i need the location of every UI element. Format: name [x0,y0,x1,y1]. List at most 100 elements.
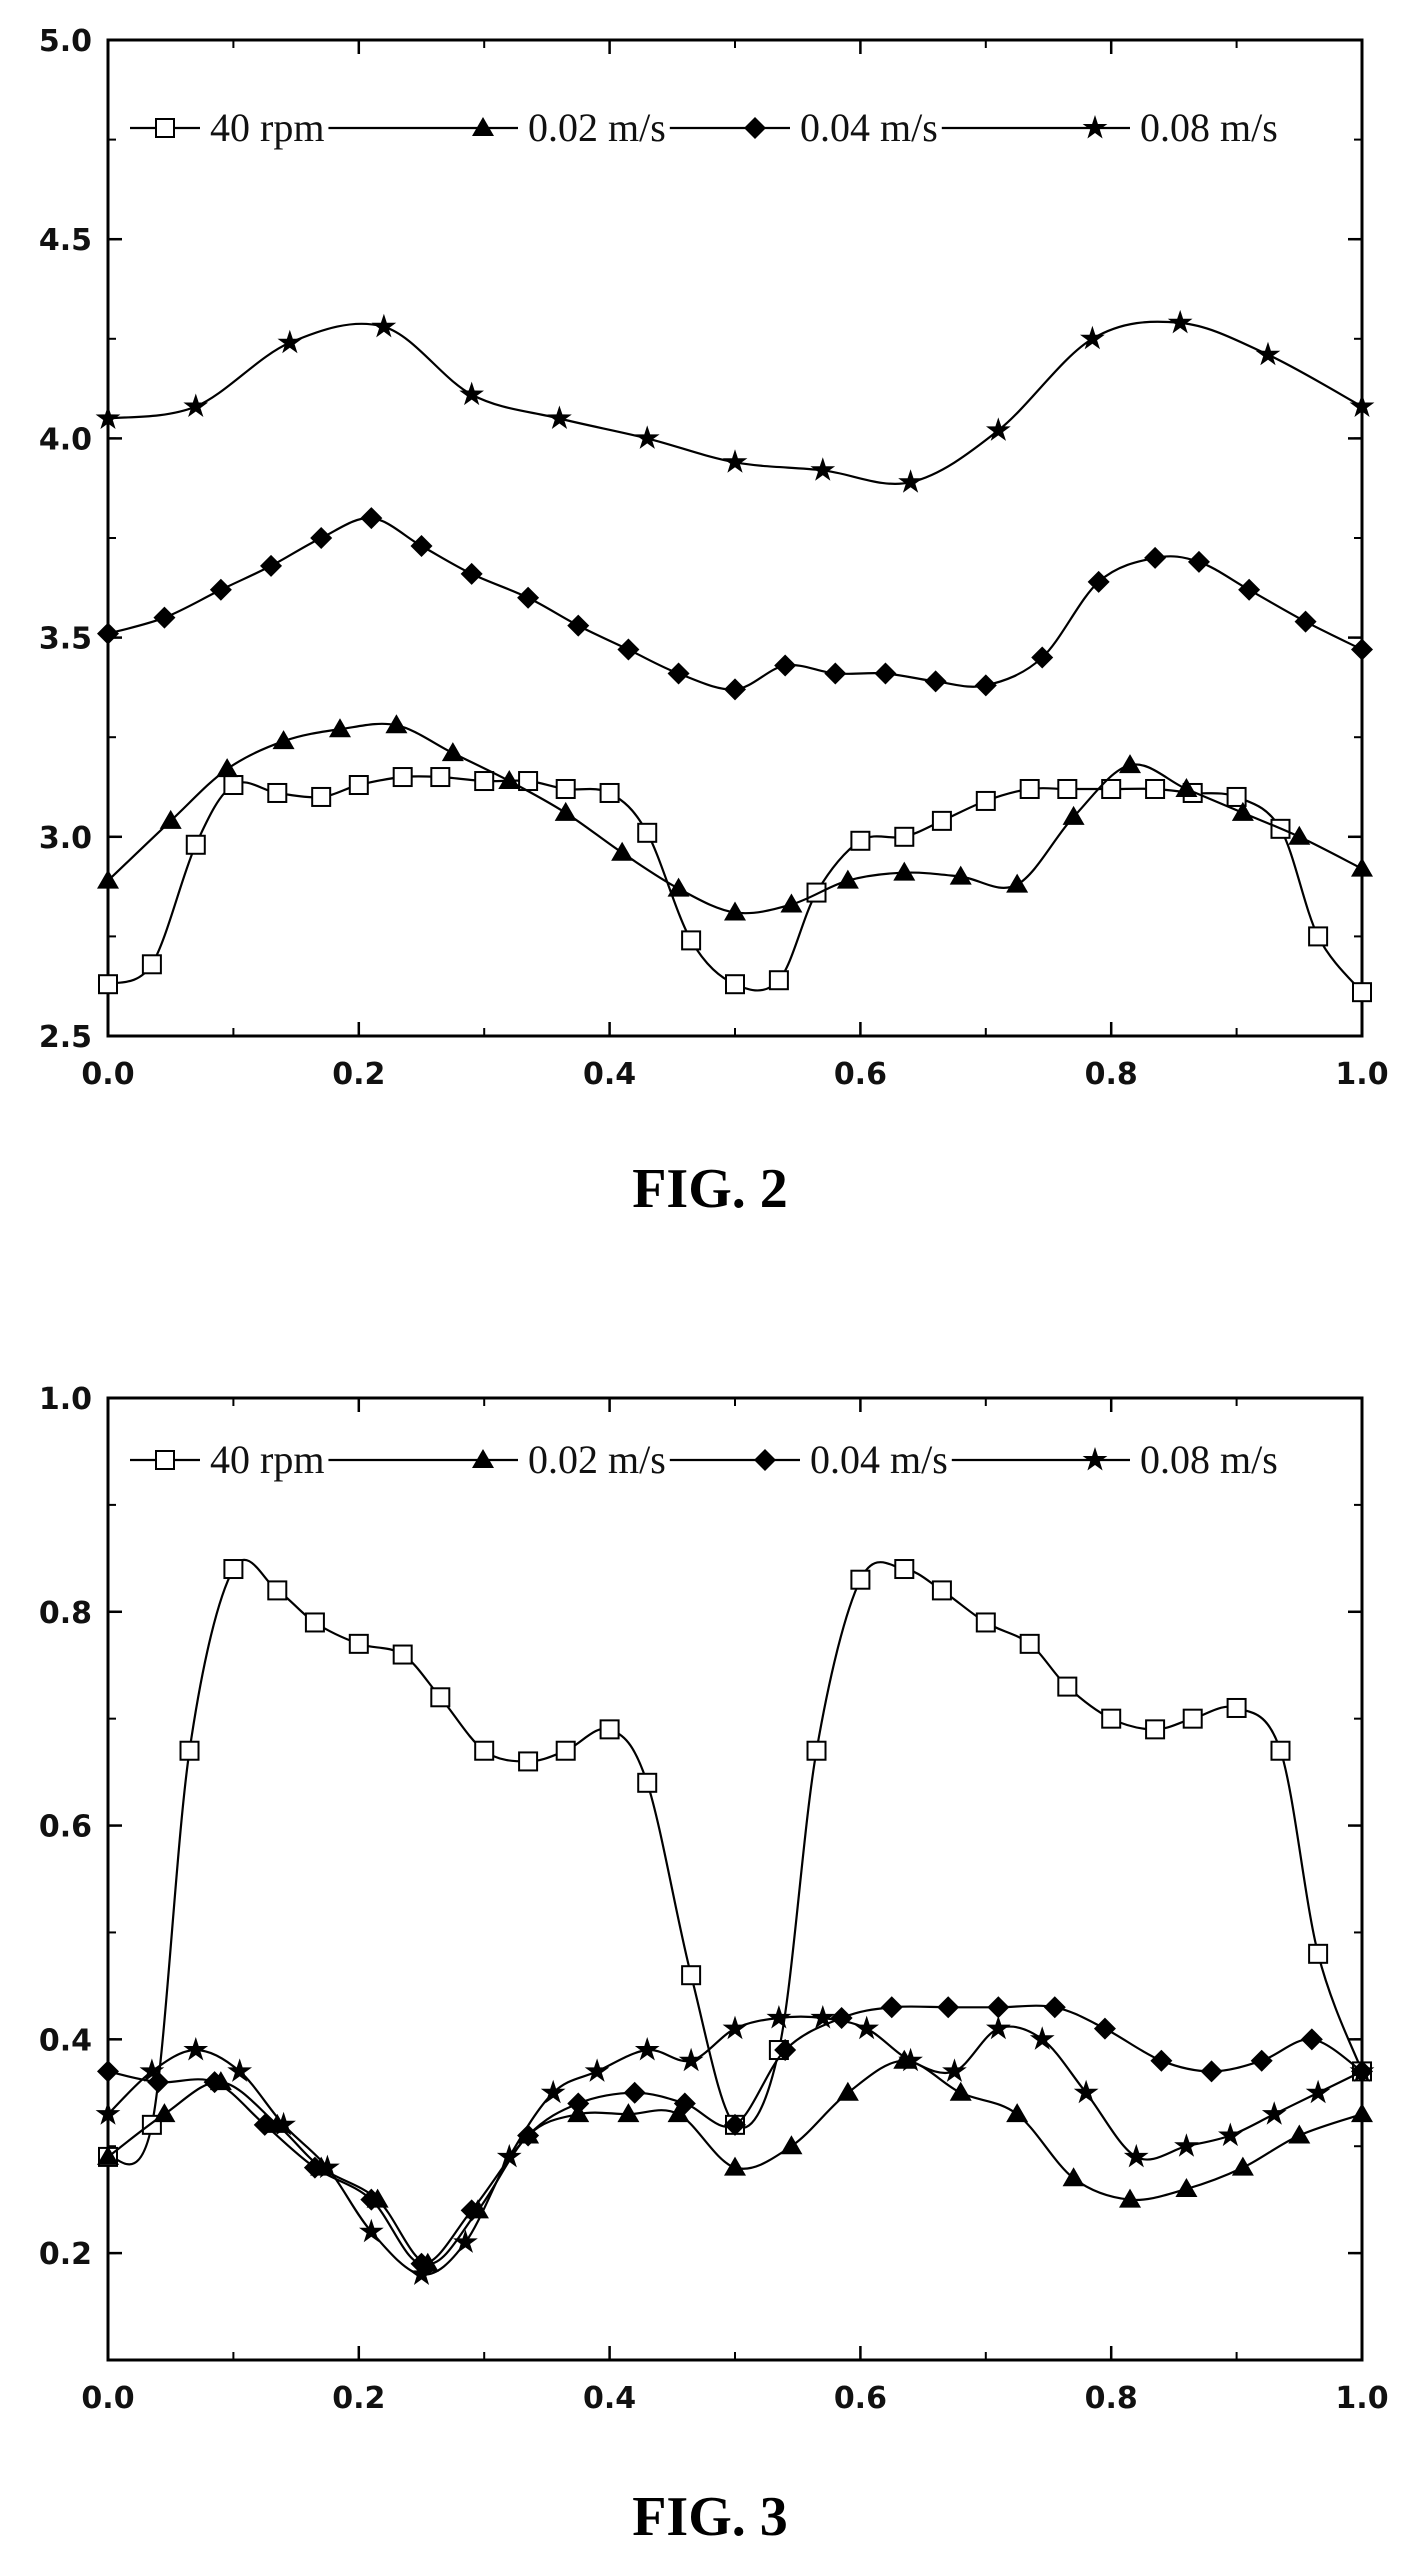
series-0-08-m-s [95,309,1375,493]
data-point [474,1740,495,1761]
data-point [931,1580,952,1601]
data-point [1031,646,1054,669]
data-point [304,1612,325,1633]
y-tick-label: 3.5 [39,622,92,657]
data-point [1087,570,1110,593]
legend-marker [744,117,766,139]
y-tick-label: 2.5 [39,1020,92,1055]
data-point [348,775,369,796]
x-tick-label: 0.4 [583,2381,636,2416]
data-point [453,2229,478,2253]
data-point [547,405,572,429]
figure-caption: FIG. 3 [632,2486,788,2548]
legend-label: 40 rpm [210,1437,324,1482]
data-point [441,742,464,762]
data-point [1187,550,1210,573]
data-point [328,718,351,738]
data-point [1093,2017,1116,2040]
data-point [634,425,660,449]
data-point [667,662,690,685]
data-point [850,830,871,851]
data-point [830,2006,853,2029]
data-point [1123,2143,1149,2168]
x-tick-label: 1.0 [1335,1057,1388,1092]
x-tick-label: 0.8 [1085,2381,1138,2416]
data-point [584,2058,610,2082]
data-point [1119,754,1142,774]
data-point [1351,857,1373,877]
data-point [1150,2049,1173,2072]
x-tick-label: 1.0 [1335,2381,1388,2416]
series-0-04-m-s [97,507,1373,701]
legend-marker [1082,1447,1108,1471]
data-point [1231,801,1254,821]
data-point [518,1751,539,1772]
data-point [1145,1719,1166,1740]
legend-marker [1082,115,1108,139]
data-point [810,2005,836,2029]
data-point [1349,393,1375,417]
plot-frame [106,1396,1364,2362]
data-point [498,770,521,790]
data-point [460,2199,483,2222]
data-point [460,562,483,585]
data-point [724,901,746,921]
data-point [1351,2103,1373,2123]
data-point [179,1740,200,1761]
data-point [975,1612,996,1633]
data-point [1288,2124,1311,2144]
data-point [1080,325,1105,350]
data-point [216,758,239,778]
data-point [1019,778,1040,799]
data-point [360,2188,383,2211]
y-tick-label: 5.0 [39,24,92,59]
legend-marker [472,1449,494,1468]
data-point [766,2005,792,2029]
data-point [924,670,947,693]
data-point [311,786,332,807]
data-point [637,1772,658,1793]
data-point [97,869,119,889]
x-tick-label: 0.0 [81,1057,134,1092]
y-tick-label: 4.0 [39,422,92,457]
data-point [272,730,295,750]
series-line [107,2015,1363,2276]
data-point [1218,2122,1243,2147]
data-point [271,2111,296,2136]
data-point [949,2081,972,2101]
data-point [1167,309,1193,334]
data-point [1182,1708,1203,1729]
series-line [107,516,1363,691]
data-point [517,586,540,609]
data-point [97,2145,119,2165]
data-point [780,893,803,913]
data-point [310,527,333,549]
data-point [1308,1943,1329,1964]
data-point [880,1996,903,2019]
data-point [159,809,182,829]
data-point [1145,778,1166,799]
data-point [673,2092,696,2115]
data-point [392,1644,413,1665]
series-0-02-m-s [97,714,1373,921]
data-point [392,767,413,788]
data-point [937,1996,960,2019]
data-point [153,606,176,629]
data-point [183,393,209,417]
data-point [209,578,232,601]
data-point [599,1719,620,1740]
data-point [1308,926,1329,947]
x-tick-label: 0.0 [81,2381,134,2416]
data-point [203,2071,226,2094]
data-point [774,2039,797,2062]
data-point [634,2037,660,2061]
data-point [97,622,119,645]
data-point [893,861,916,881]
data-point [774,654,797,677]
data-point [1288,825,1311,845]
data-point [409,2261,434,2285]
data-point [303,2156,326,2179]
data-point [1270,1740,1291,1761]
data-point [898,469,923,493]
data-point [139,2058,165,2082]
